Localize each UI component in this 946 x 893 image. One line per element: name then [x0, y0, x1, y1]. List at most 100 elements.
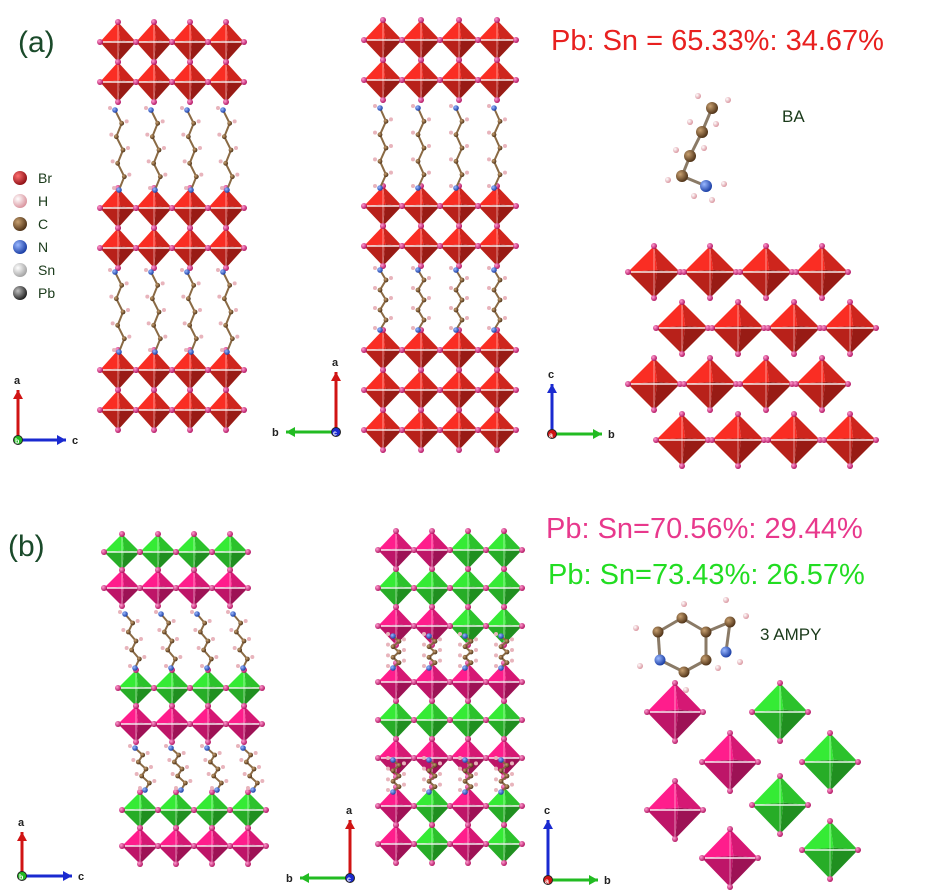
axis-label-up: a — [346, 805, 353, 817]
octahedron — [375, 566, 417, 610]
axis-triad-a1: a c b — [13, 375, 78, 447]
axis-label-left: b — [286, 873, 293, 885]
octahedron — [169, 225, 211, 271]
octahedron — [411, 528, 453, 572]
octahedron — [483, 528, 525, 572]
octahedron — [475, 57, 519, 103]
octahedron-top — [765, 299, 823, 357]
octahedron — [411, 604, 453, 648]
octahedron-top — [749, 680, 811, 744]
organic-chain — [128, 744, 157, 793]
3ampy-molecule-label: 3 AMPY — [760, 625, 821, 644]
organic-chain — [458, 632, 478, 671]
organic-chain — [386, 632, 406, 671]
br-atom-icon — [13, 171, 27, 185]
octahedron — [209, 531, 251, 573]
octahedron — [223, 667, 265, 709]
organic-chain — [190, 610, 219, 671]
octahedron — [399, 327, 443, 373]
octahedron-top — [625, 355, 683, 413]
organic-chain — [200, 744, 229, 793]
octahedron-top — [699, 730, 761, 794]
octahedron — [399, 367, 443, 413]
octahedron-top — [709, 299, 767, 357]
axis-origin-icon — [345, 873, 355, 883]
panel-b-ratio-2: Pb: Sn=73.43%: 26.57% — [548, 559, 865, 591]
legend-item-br: Br — [13, 170, 52, 186]
octahedron — [447, 566, 489, 610]
organic-chain — [180, 268, 204, 355]
organic-chain — [118, 610, 147, 671]
octahedron — [151, 703, 193, 745]
octahedron-top — [644, 680, 706, 744]
octahedron-top — [793, 243, 851, 301]
organic-chain — [449, 266, 469, 333]
organic-chain — [422, 632, 442, 671]
3ampy-molecule — [633, 597, 749, 693]
octahedron — [205, 225, 247, 271]
organic-chain — [216, 268, 240, 355]
axis-arrow-up — [331, 372, 341, 432]
organic-chain — [494, 756, 514, 795]
axis-arrow-right — [548, 875, 598, 885]
octahedron — [173, 567, 215, 609]
legend-label: Sn — [38, 262, 55, 278]
octahedron — [447, 528, 489, 572]
octahedron — [97, 59, 139, 105]
axis-arrow-right — [22, 871, 72, 881]
octahedron — [191, 789, 233, 831]
legend-item-c: C — [13, 216, 48, 232]
organic-chain — [154, 610, 183, 671]
organic-chain — [373, 104, 393, 191]
octahedron-top — [821, 299, 879, 357]
octahedron — [375, 660, 417, 704]
octahedron-top — [737, 355, 795, 413]
octahedron — [475, 367, 519, 413]
octahedron — [227, 825, 269, 867]
octahedron — [155, 825, 197, 867]
organic-chain — [216, 106, 240, 193]
octahedron — [483, 822, 525, 866]
legend: Br HCN Sn Pb — [13, 170, 55, 301]
octahedron — [191, 825, 233, 867]
octahedron — [133, 59, 175, 105]
octahedron — [399, 57, 443, 103]
panel-b: (b) Pb: Sn=70.56%: 29.44% Pb: Sn=73.43%:… — [8, 513, 865, 890]
axis-arrow-left — [286, 427, 336, 437]
panel-a: (a) Pb: Sn = 65.33%: 34.67% Br HCN Sn Pb BA… — [13, 17, 884, 469]
octahedron — [437, 367, 481, 413]
octahedron — [361, 17, 405, 63]
structure-a-top-view — [625, 243, 879, 469]
octahedron — [483, 566, 525, 610]
octahedron — [227, 789, 269, 831]
octahedron — [475, 183, 519, 229]
octahedron — [375, 528, 417, 572]
octahedron — [205, 19, 247, 65]
octahedron — [97, 19, 139, 65]
octahedron — [375, 604, 417, 648]
axis-arrow-up — [345, 820, 355, 878]
axis-triad-b3: c b a — [543, 805, 611, 887]
organic-chain — [449, 104, 469, 191]
axis-label-right: c — [72, 435, 78, 447]
organic-chain — [236, 744, 265, 793]
octahedron — [361, 183, 405, 229]
octahedron — [169, 347, 211, 393]
axis-label-right: b — [604, 875, 611, 887]
panel-b-ratio-1: Pb: Sn=70.56%: 29.44% — [546, 513, 863, 545]
organic-chain — [487, 104, 507, 191]
axis-origin-icon — [17, 871, 27, 881]
octahedron — [437, 327, 481, 373]
octahedron — [137, 531, 179, 573]
legend-label: Br — [38, 170, 52, 186]
legend-label: H — [38, 193, 48, 209]
octahedron — [97, 185, 139, 231]
octahedron-top — [799, 730, 861, 794]
axis-label-up: a — [14, 375, 21, 387]
octahedron — [169, 59, 211, 105]
octahedron-top — [681, 243, 739, 301]
octahedron — [119, 789, 161, 831]
octahedron — [115, 703, 157, 745]
organic-chain — [458, 756, 478, 795]
